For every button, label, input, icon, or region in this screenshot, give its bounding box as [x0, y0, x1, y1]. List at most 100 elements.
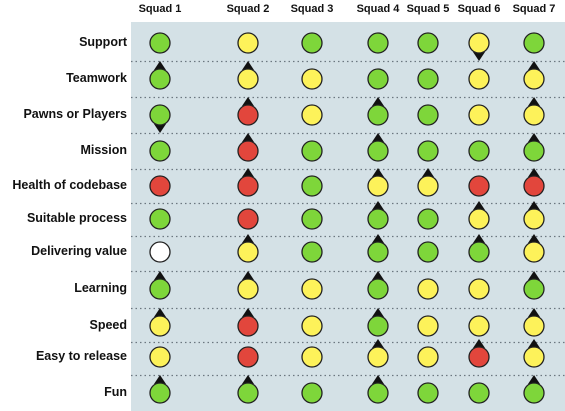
row-label: Delivering value — [31, 244, 127, 258]
squad-header: Squad 7 — [512, 3, 556, 15]
status-circle-green — [367, 208, 389, 230]
trend-up-arrow — [528, 339, 540, 348]
trend-up-arrow — [372, 271, 384, 280]
row-label: Health of codebase — [12, 178, 127, 192]
trend-up-arrow — [154, 375, 166, 384]
squad-header: Squad 5 — [406, 3, 450, 15]
status-circle-yellow — [523, 104, 545, 126]
row-label: Teamwork — [66, 71, 127, 85]
status-circle-green — [149, 32, 171, 54]
status-circle-green — [367, 241, 389, 263]
status-circle-green — [367, 382, 389, 404]
row-label: Easy to release — [35, 349, 127, 363]
status-circle-green — [301, 241, 323, 263]
trend-up-arrow — [372, 133, 384, 142]
status-circle-green — [367, 68, 389, 90]
trend-down-arrow — [473, 52, 485, 61]
row-label: Suitable process — [26, 211, 127, 225]
status-circle-yellow — [468, 68, 490, 90]
squad-header: Squad 3 — [290, 3, 334, 15]
status-circle-green — [367, 32, 389, 54]
status-circle-red — [237, 140, 259, 162]
status-circle-green — [367, 315, 389, 337]
trend-up-arrow — [528, 61, 540, 70]
status-circle-green — [523, 140, 545, 162]
status-circle-yellow — [367, 175, 389, 197]
status-circle-yellow — [523, 68, 545, 90]
status-circle-yellow — [468, 32, 490, 54]
status-circle-yellow — [301, 315, 323, 337]
status-circle-yellow — [523, 241, 545, 263]
status-circle-green — [468, 241, 490, 263]
trend-up-arrow — [372, 308, 384, 317]
status-circle-green — [149, 208, 171, 230]
squad-header: Squad 6 — [457, 3, 501, 15]
squad-header: Squad 4 — [356, 3, 400, 15]
trend-up-arrow — [372, 201, 384, 210]
row-label: Fun — [104, 385, 127, 399]
trend-up-arrow — [372, 168, 384, 177]
status-circle-green — [417, 104, 439, 126]
status-circle-yellow — [523, 346, 545, 368]
status-circle-yellow — [237, 278, 259, 300]
row-label: Speed — [89, 318, 127, 332]
trend-up-arrow — [528, 308, 540, 317]
status-circle-green — [367, 140, 389, 162]
trend-up-arrow — [528, 271, 540, 280]
trend-up-arrow — [422, 168, 434, 177]
status-circle-red — [468, 175, 490, 197]
status-circle-red — [149, 175, 171, 197]
trend-up-arrow — [372, 97, 384, 106]
status-circle-yellow — [367, 346, 389, 368]
status-circle-green — [468, 382, 490, 404]
status-circle-green — [468, 140, 490, 162]
trend-up-arrow — [473, 234, 485, 243]
trend-up-arrow — [528, 97, 540, 106]
status-circle-yellow — [301, 104, 323, 126]
row-label: Support — [79, 35, 127, 49]
trend-up-arrow — [242, 375, 254, 384]
status-circle-yellow — [301, 346, 323, 368]
status-circle-green — [523, 32, 545, 54]
trend-up-arrow — [528, 168, 540, 177]
status-circle-red — [237, 104, 259, 126]
status-circle-red — [237, 208, 259, 230]
status-circle-green — [149, 68, 171, 90]
row-label: Mission — [80, 143, 127, 157]
trend-up-arrow — [242, 234, 254, 243]
status-circle-yellow — [468, 315, 490, 337]
status-circle-green — [149, 382, 171, 404]
status-circle-yellow — [149, 315, 171, 337]
status-circle-green — [417, 140, 439, 162]
status-circle-white — [149, 241, 171, 263]
status-circle-yellow — [523, 315, 545, 337]
status-circle-yellow — [237, 241, 259, 263]
status-circle-red — [237, 315, 259, 337]
trend-up-arrow — [242, 97, 254, 106]
status-circle-green — [417, 241, 439, 263]
status-circle-green — [417, 68, 439, 90]
status-circle-yellow — [237, 68, 259, 90]
status-circle-green — [523, 278, 545, 300]
trend-up-arrow — [242, 271, 254, 280]
trend-up-arrow — [473, 201, 485, 210]
status-circle-green — [367, 278, 389, 300]
status-circle-red — [237, 346, 259, 368]
status-circle-green — [301, 32, 323, 54]
status-circle-green — [417, 208, 439, 230]
status-circle-green — [523, 382, 545, 404]
status-circle-yellow — [417, 315, 439, 337]
status-circle-green — [301, 208, 323, 230]
trend-up-arrow — [528, 133, 540, 142]
status-circle-red — [237, 175, 259, 197]
status-circle-yellow — [523, 208, 545, 230]
status-circle-red — [523, 175, 545, 197]
status-circle-yellow — [417, 346, 439, 368]
trend-down-arrow — [154, 124, 166, 133]
status-circle-yellow — [468, 278, 490, 300]
trend-up-arrow — [154, 308, 166, 317]
trend-up-arrow — [154, 271, 166, 280]
status-circle-green — [301, 382, 323, 404]
status-circle-yellow — [417, 175, 439, 197]
